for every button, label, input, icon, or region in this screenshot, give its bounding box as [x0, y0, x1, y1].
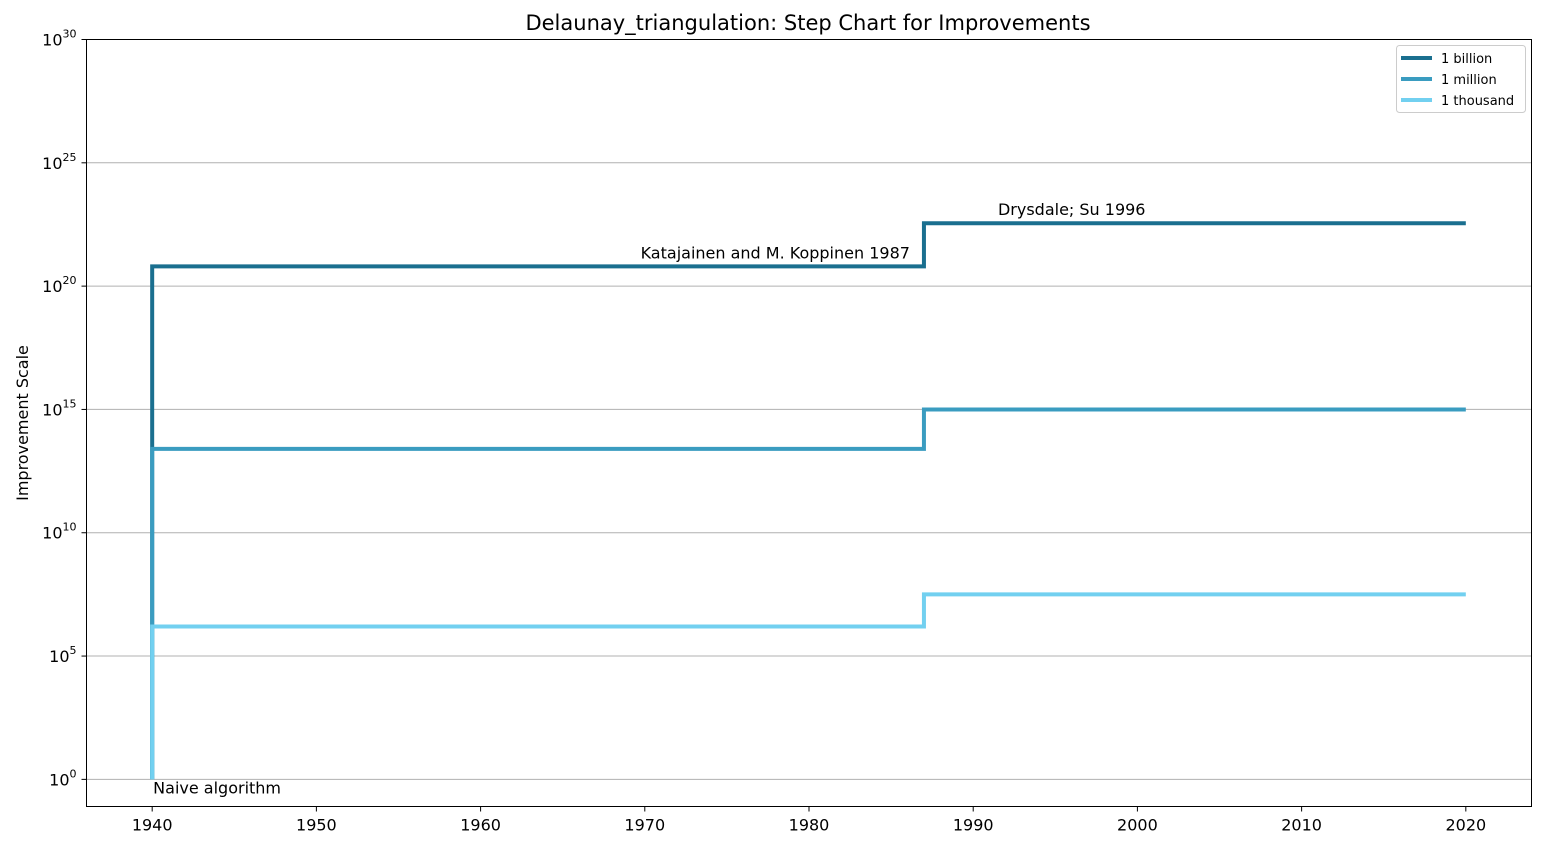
- legend-label: 1 thousand: [1441, 94, 1514, 109]
- plot-frame: [86, 39, 1532, 807]
- x-tick-label: 1940: [132, 816, 173, 835]
- legend-box: [1396, 45, 1526, 113]
- series-layer: [150, 221, 1466, 780]
- legend-label: 1 million: [1441, 73, 1497, 88]
- x-tick-label: 2000: [1117, 816, 1158, 835]
- annotation-label: Katajainen and M. Koppinen 1987: [641, 243, 910, 262]
- y-tick-label: 1020: [42, 274, 76, 296]
- y-tick-label: 1030: [42, 28, 76, 50]
- x-tick-label: 2010: [1281, 816, 1322, 835]
- y-tick-label: 100: [49, 767, 76, 789]
- x-axis: 1940 1950 1960 1970 1980 1990 2000 2010 2020: [132, 806, 1486, 835]
- chart-title: Delaunay_triangulation: Step Chart for I…: [525, 11, 1090, 36]
- x-tick-label: 1950: [296, 816, 337, 835]
- y-tick-label: 1025: [42, 151, 76, 173]
- y-axis-label: Improvement Scale: [13, 345, 32, 501]
- series-line-0: [150, 221, 1466, 780]
- y-tick-label: 1015: [42, 397, 76, 419]
- annotation-label: Naive algorithm: [153, 778, 281, 797]
- series-line-1: [150, 407, 1466, 780]
- annotations: Naive algorithm Katajainen and M. Koppine…: [153, 200, 1145, 797]
- x-tick-label: 1990: [953, 816, 994, 835]
- series-line-2: [150, 592, 1466, 780]
- annotation-label: Drysdale; Su 1996: [998, 200, 1146, 219]
- x-tick-label: 1980: [789, 816, 830, 835]
- y-axis: 100 105 1010 1015 1020 1025 1030: [42, 28, 87, 789]
- y-tick-label: 105: [49, 644, 76, 666]
- x-tick-label: 1960: [460, 816, 501, 835]
- legend: 1 billion 1 million 1 thousand: [1396, 45, 1526, 113]
- x-tick-label: 1970: [624, 816, 665, 835]
- x-tick-label: 2020: [1445, 816, 1486, 835]
- legend-label: 1 billion: [1441, 52, 1492, 67]
- y-tick-label: 1010: [42, 521, 76, 543]
